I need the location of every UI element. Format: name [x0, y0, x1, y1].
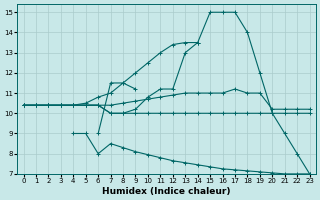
X-axis label: Humidex (Indice chaleur): Humidex (Indice chaleur): [102, 187, 231, 196]
